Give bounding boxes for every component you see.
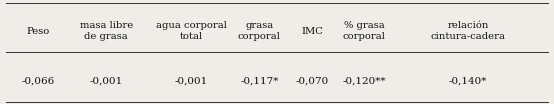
Text: masa libre
de grasa: masa libre de grasa <box>80 21 133 41</box>
Text: -0,001: -0,001 <box>175 77 208 86</box>
Text: -0,066: -0,066 <box>21 77 54 86</box>
Text: grasa
corporal: grasa corporal <box>238 21 281 41</box>
Text: -0,140*: -0,140* <box>449 77 488 86</box>
Text: agua corporal
total: agua corporal total <box>156 21 227 41</box>
Text: -0,070: -0,070 <box>295 77 329 86</box>
Text: -0,120**: -0,120** <box>342 77 386 86</box>
Text: IMC: IMC <box>301 27 323 36</box>
Text: -0,117*: -0,117* <box>240 77 279 86</box>
Text: Peso: Peso <box>26 27 49 36</box>
Text: -0,001: -0,001 <box>90 77 123 86</box>
Text: relación
cintura-cadera: relación cintura-cadera <box>430 21 506 41</box>
Text: % grasa
corporal: % grasa corporal <box>342 21 386 41</box>
